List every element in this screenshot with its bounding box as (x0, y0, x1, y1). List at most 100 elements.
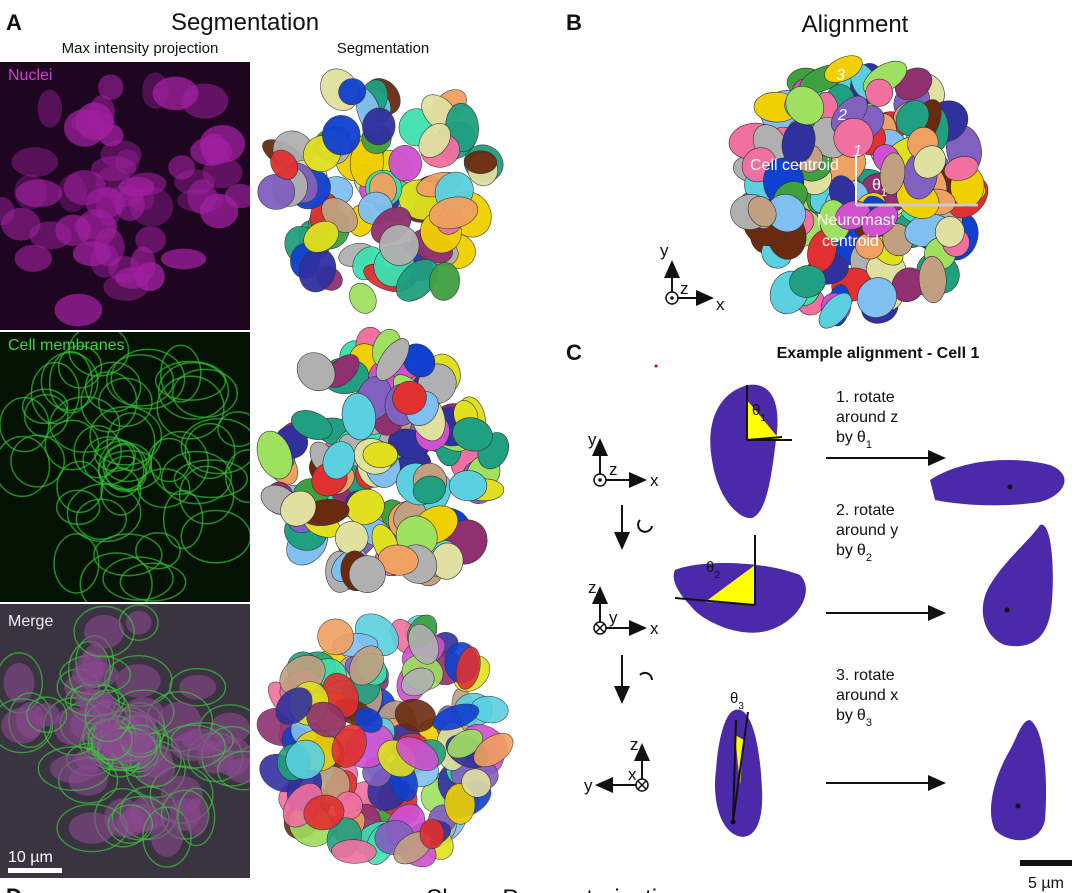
reference-line (732, 711, 749, 823)
membrane (84, 361, 142, 413)
segmented-cell (377, 544, 419, 576)
membrane (180, 417, 250, 475)
nucleus (14, 244, 53, 272)
nucleus (184, 797, 209, 836)
scale-bar (1020, 860, 1072, 866)
cell-shape (710, 384, 778, 519)
axis-label: y (584, 776, 593, 795)
membrane (169, 667, 227, 707)
segmented-cell (891, 267, 925, 303)
membrane (159, 724, 226, 769)
neuromast-centroid-label: Neuromast (817, 212, 896, 229)
texture (0, 72, 250, 327)
nucleus (115, 811, 146, 837)
axis-label: x (628, 765, 637, 784)
segmented-cell (303, 220, 339, 253)
segmented-cell (379, 224, 420, 266)
angle-symbol: θ (857, 542, 866, 559)
panel-title: Segmentation (171, 9, 319, 36)
step-text: around x (836, 687, 898, 704)
step-text: by θ3 (836, 707, 872, 729)
angle-subscript: 2 (866, 552, 872, 564)
segmented-cell (418, 123, 451, 158)
scale-bar (8, 868, 62, 873)
segmented-cell (303, 794, 345, 831)
segmented-cell (280, 490, 317, 527)
nucleus (168, 155, 196, 180)
segmented-cell (291, 410, 333, 440)
angle-wedge (735, 735, 744, 785)
nucleus (108, 185, 143, 207)
segmented-cell (835, 200, 871, 230)
segmented-cell (861, 204, 899, 238)
segmented-cell (833, 117, 874, 158)
nucleus (135, 262, 165, 292)
angle-symbol: θ (730, 690, 738, 707)
nucleus (126, 172, 167, 196)
membrane (79, 552, 153, 602)
membrane (26, 696, 68, 733)
nucleus (0, 196, 15, 226)
membrane (93, 533, 163, 577)
segmented-cell (428, 196, 479, 230)
segmented-cell (407, 623, 439, 665)
segmentation (256, 326, 509, 593)
segmented-cell (747, 196, 777, 228)
segmented-cell (338, 78, 367, 106)
membrane (217, 750, 250, 791)
segmented-cell (392, 380, 427, 415)
nucleus (68, 812, 116, 844)
segmented-cell (362, 441, 399, 468)
segmented-cell (317, 618, 354, 656)
membrane (75, 498, 127, 541)
segmented-cell (857, 277, 897, 318)
nucleus (150, 816, 184, 857)
membrane (162, 489, 204, 550)
membrane (224, 449, 250, 504)
panel-title: Shape Parameterization (426, 885, 683, 893)
panel-letter: A (6, 10, 22, 35)
step-text: 3. rotate (836, 667, 895, 684)
segmented-cell (473, 733, 514, 768)
membrane (180, 509, 250, 564)
step-text: by θ1 (836, 429, 872, 451)
segmented-cell (448, 470, 488, 502)
membrane (98, 377, 153, 428)
segmented-cell (322, 441, 355, 480)
panel-letter: C (566, 340, 582, 365)
column-title: Segmentation (337, 40, 430, 57)
membrane (98, 439, 145, 498)
segmentation (256, 613, 514, 868)
axis-label: x (650, 619, 659, 638)
segmented-cell (879, 152, 906, 195)
segmented-cell (349, 282, 377, 314)
membrane (102, 556, 174, 601)
segmented-cell (935, 216, 965, 248)
cell-number: 2 (837, 107, 847, 124)
membrane (100, 467, 142, 516)
segmented-cell (256, 430, 293, 480)
segmented-cell (789, 265, 826, 298)
nucleus (72, 241, 112, 267)
scale-bar-label: 5 µm (1028, 875, 1064, 892)
axis-label: x (716, 295, 725, 314)
segmented-cell (322, 115, 361, 156)
axis-center-cross (595, 623, 605, 633)
membrane (40, 351, 99, 411)
membrane (158, 361, 230, 420)
membrane (160, 450, 232, 505)
segmented-cell (412, 475, 446, 505)
cell-shape (990, 720, 1047, 841)
segmented-cell (865, 78, 893, 107)
membrane (110, 348, 186, 410)
nucleus (90, 243, 119, 278)
axis-label: z (609, 460, 618, 479)
membrane (84, 689, 131, 743)
centroid-dot (1015, 803, 1021, 809)
segmented-cell (455, 646, 481, 690)
step-text: by θ2 (836, 542, 872, 564)
membrane (159, 344, 202, 403)
reference-line (746, 436, 783, 441)
angle-subscript: 1 (866, 439, 872, 451)
